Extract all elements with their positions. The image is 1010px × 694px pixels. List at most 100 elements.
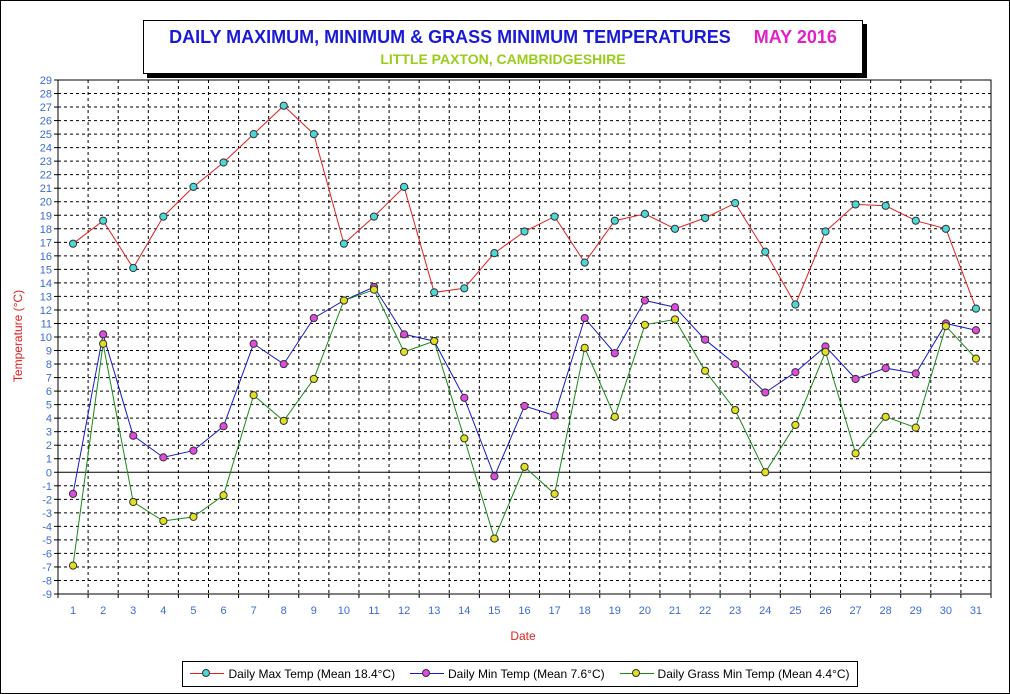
x-tick-label: 3 — [130, 605, 136, 617]
legend-label-max: Daily Max Temp (Mean 18.4°C) — [228, 667, 396, 681]
data-point-max — [129, 263, 138, 273]
data-point-max — [731, 198, 740, 208]
title-line: DAILY MAXIMUM, MINIMUM & GRASS MINIMUM T… — [144, 27, 862, 48]
data-point-grass — [610, 412, 619, 421]
data-point-grass — [249, 391, 258, 400]
grid — [57, 79, 992, 595]
data-point-max — [460, 284, 469, 293]
legend-item-max: Daily Max Temp (Mean 18.4°C) — [190, 667, 395, 681]
data-point-max — [219, 158, 228, 167]
legend-swatch-min — [410, 668, 444, 680]
data-point-grass — [791, 420, 800, 430]
data-point-min — [761, 388, 770, 397]
data-point-max — [99, 216, 108, 225]
data-point-max — [791, 300, 800, 309]
y-tick-label: 17 — [40, 237, 52, 249]
y-tick-label: 20 — [40, 197, 52, 209]
data-point-min — [911, 369, 920, 378]
data-point-max — [911, 216, 920, 225]
data-point-max — [309, 130, 318, 139]
y-tick-label: 26 — [40, 116, 52, 128]
chart-subtitle: LITTLE PAXTON, CAMBRIDGESHIRE — [380, 51, 626, 67]
data-point-max — [971, 304, 981, 313]
data-point-min — [550, 411, 559, 420]
x-tick-label: 29 — [910, 605, 922, 617]
data-point-grass — [821, 347, 830, 356]
y-tick-label: 27 — [40, 102, 52, 114]
data-point-grass — [400, 347, 409, 356]
y-tick-label: 9 — [46, 346, 52, 358]
x-tick-label: 2 — [100, 605, 106, 617]
data-point-grass — [670, 315, 680, 324]
data-point-min — [219, 422, 228, 431]
data-point-min — [791, 368, 800, 377]
x-tick-label: 7 — [251, 605, 257, 617]
y-tick-label: -8 — [42, 575, 52, 587]
series-group — [68, 101, 981, 570]
data-point-min — [249, 339, 258, 348]
data-point-grass — [430, 336, 439, 346]
y-tick-label: 21 — [40, 183, 52, 195]
x-tick-label: 12 — [398, 605, 410, 617]
x-axis-label: Date — [510, 629, 536, 643]
data-point-min — [279, 359, 288, 369]
x-tick-label: 23 — [729, 605, 741, 617]
y-tick-label: 12 — [40, 305, 52, 317]
x-tick-label: 9 — [311, 605, 317, 617]
data-point-max — [851, 200, 860, 209]
data-point-min — [971, 326, 981, 335]
data-point-max — [520, 227, 529, 236]
legend-item-grass: Daily Grass Min Temp (Mean 4.4°C) — [619, 667, 850, 681]
data-point-grass — [339, 296, 349, 305]
data-point-max — [550, 212, 559, 221]
data-point-min — [580, 313, 589, 323]
x-tick-label: 28 — [880, 605, 892, 617]
data-point-min — [460, 393, 469, 402]
data-point-max — [821, 227, 830, 236]
data-point-min — [851, 374, 860, 384]
x-tick-label: 6 — [220, 605, 226, 617]
data-point-min — [881, 364, 890, 373]
x-tick-label: 30 — [940, 605, 952, 617]
y-tick-label: 8 — [46, 359, 52, 371]
x-tick-label: 8 — [281, 605, 287, 617]
data-point-grass — [881, 412, 890, 421]
data-point-max — [700, 213, 710, 223]
y-tick-label: 23 — [40, 156, 52, 168]
axes: -9-8-7-6-5-4-3-2-10123456789101112131415… — [40, 75, 992, 617]
x-tick-label: 17 — [548, 605, 560, 617]
data-point-max — [580, 258, 589, 267]
y-tick-label: 10 — [40, 332, 52, 344]
data-point-max — [159, 212, 168, 221]
y-tick-label: -9 — [42, 589, 52, 601]
data-point-min — [731, 359, 740, 369]
data-point-max — [369, 212, 379, 221]
x-tick-label: 31 — [970, 605, 982, 617]
legend-swatch-max — [190, 668, 225, 680]
data-point-max — [761, 247, 770, 256]
x-tick-label: 1 — [70, 605, 76, 617]
data-point-grass — [309, 374, 318, 384]
y-axis-label: Temperature (°C) — [11, 290, 25, 382]
y-tick-label: 24 — [40, 143, 52, 155]
data-point-grass — [580, 343, 589, 352]
data-point-max — [279, 101, 288, 110]
data-point-max — [490, 249, 499, 258]
y-tick-label: 3 — [46, 427, 52, 439]
data-point-grass — [490, 534, 499, 543]
data-point-grass — [460, 434, 469, 443]
y-tick-label: -2 — [42, 494, 52, 506]
data-point-grass — [219, 491, 228, 500]
x-tick-label: 21 — [669, 605, 681, 617]
y-tick-label: 11 — [41, 318, 52, 330]
y-tick-label: 16 — [40, 251, 52, 263]
data-point-grass — [700, 366, 710, 375]
legend: Daily Max Temp (Mean 18.4°C) Daily Min T… — [182, 661, 858, 687]
y-tick-label: 15 — [40, 264, 52, 276]
x-tick-label: 14 — [458, 605, 470, 617]
y-tick-label: -5 — [42, 535, 52, 547]
x-tick-label: 22 — [699, 605, 711, 617]
data-point-grass — [640, 320, 649, 329]
